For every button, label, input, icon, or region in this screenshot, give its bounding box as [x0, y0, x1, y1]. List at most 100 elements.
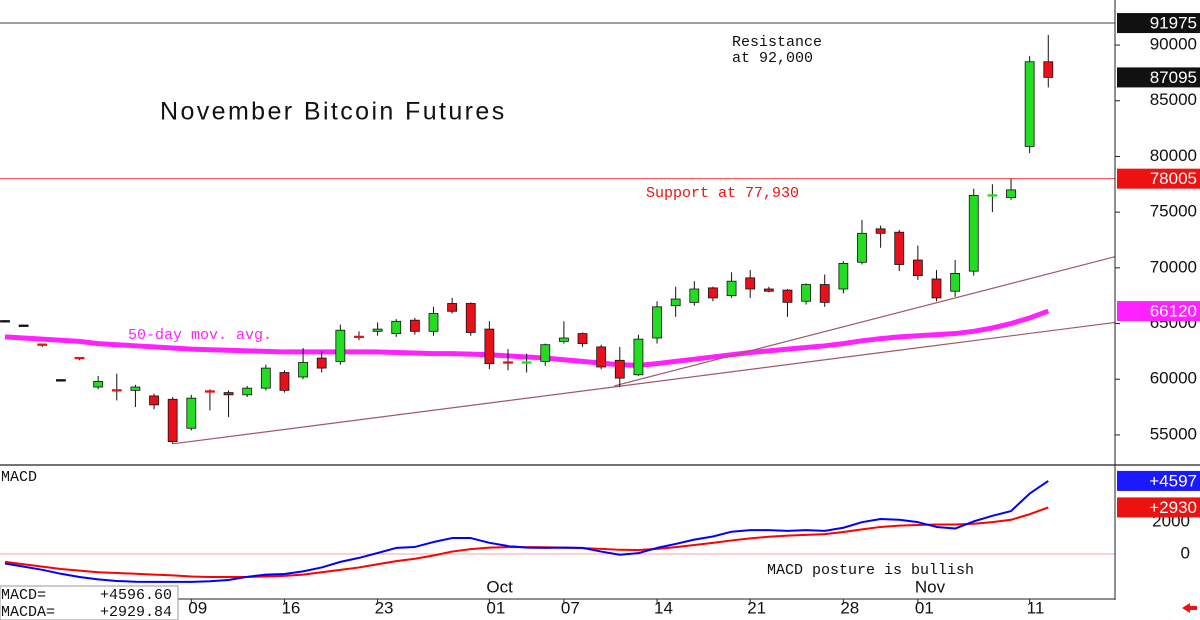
candle-body [596, 346, 607, 368]
price-badge-label: 78005 [1150, 169, 1197, 188]
candle-body [93, 381, 104, 388]
candle-body [801, 284, 811, 302]
candle-body [260, 367, 271, 389]
candle-body [670, 298, 681, 307]
price-pane [0, 22, 1120, 445]
legend-value: +2929.84 [100, 604, 172, 620]
chart-title: November Bitcoin Futures [160, 98, 507, 126]
price-badge [1117, 67, 1200, 88]
legend-label: MACD= [1, 587, 46, 604]
candle-body [223, 392, 234, 396]
macd-legend-box [0, 585, 179, 620]
trendline [172, 321, 1116, 445]
candle-body [726, 280, 737, 297]
candle-body [37, 343, 48, 346]
price-badge-label: +2930 [1149, 498, 1197, 517]
candle-body [689, 288, 700, 303]
candle-body [819, 284, 830, 303]
candle-body [18, 324, 29, 327]
trendline [614, 256, 1116, 387]
candle-body [130, 386, 141, 391]
resistance-note: at 92,000 [732, 50, 813, 67]
candle-body [55, 379, 66, 382]
candle-body [428, 313, 439, 332]
x-tick-label: 09 [188, 598, 207, 617]
price-badge-label: 87095 [1150, 68, 1197, 87]
candle-body [242, 387, 253, 396]
price-badge [1117, 497, 1200, 518]
price-badge [1117, 13, 1200, 34]
y-tick-label: 0 [1181, 543, 1190, 562]
candle-body [540, 344, 551, 362]
x-tick-label: 07 [561, 598, 580, 617]
candle-body [1043, 61, 1054, 78]
y-tick-label: 75000 [1150, 202, 1197, 221]
candle-body [763, 288, 774, 292]
legend-value: +4596.60 [100, 587, 172, 604]
y-tick-label: 70000 [1150, 257, 1197, 276]
candle-body [316, 357, 327, 369]
candle-body [279, 372, 290, 391]
macd-note: MACD posture is bullish [767, 562, 974, 579]
price-badge [1117, 168, 1200, 189]
y-tick-label: 85000 [1150, 90, 1197, 109]
candle-body [1024, 61, 1035, 147]
candle-body [577, 333, 588, 344]
candle-body [931, 278, 942, 299]
legend-label: MACDA= [1, 604, 55, 620]
candle-body [205, 390, 215, 393]
x-tick-label: 21 [747, 598, 766, 617]
candle-body [0, 320, 10, 323]
price-badge [1117, 470, 1200, 491]
ma-label: 50-day mov. avg. [128, 327, 272, 344]
price-badge-label: 91975 [1150, 14, 1197, 33]
candle-body [614, 359, 625, 379]
candle-body [167, 398, 178, 443]
candle-body [987, 194, 998, 197]
resistance-note: Resistance [732, 34, 822, 51]
support-note: Support at 77,930 [646, 185, 799, 202]
candle-body [745, 277, 756, 290]
candle-body [465, 303, 476, 333]
macd-pane [0, 480, 1115, 583]
candle-body [782, 289, 793, 303]
candle-body [521, 361, 532, 364]
x-tick-label: 14 [654, 598, 673, 617]
price-badge [1117, 301, 1200, 322]
macd-title: MACD [1, 469, 37, 486]
x-tick-label: 23 [375, 598, 394, 617]
candle-body [484, 328, 495, 365]
candle-body [857, 232, 867, 263]
candle-body [354, 335, 364, 339]
month-label: Nov [915, 577, 946, 596]
candle-body [74, 356, 85, 360]
y-tick-label: 60000 [1150, 369, 1197, 388]
x-tick-label: 16 [281, 598, 300, 617]
candle-body [111, 389, 122, 392]
x-tick-label: 01 [486, 598, 505, 617]
candle-body [708, 287, 718, 299]
macd-line [4, 480, 1049, 583]
candle-body [838, 262, 849, 290]
y-tick-label: 55000 [1150, 424, 1197, 443]
candle-body [298, 362, 308, 378]
x-tick-label: 11 [1027, 598, 1045, 617]
candle-body [652, 306, 662, 339]
x-tick-label: 01 [915, 598, 934, 617]
price-badge-label: +4597 [1149, 471, 1197, 490]
scroll-arrow[interactable] [1182, 603, 1197, 613]
candle-body [633, 338, 644, 376]
candle-body [968, 195, 979, 272]
y-tick-label: 90000 [1150, 35, 1197, 54]
month-label: Oct [486, 577, 513, 596]
candle-body [186, 397, 197, 429]
candle-body [503, 361, 513, 364]
candle-body [447, 303, 458, 312]
candle-body [1006, 189, 1016, 199]
y-tick-label: 80000 [1150, 146, 1197, 165]
candle-body [409, 319, 420, 332]
candle-body [559, 337, 569, 342]
candle-body [391, 320, 402, 334]
